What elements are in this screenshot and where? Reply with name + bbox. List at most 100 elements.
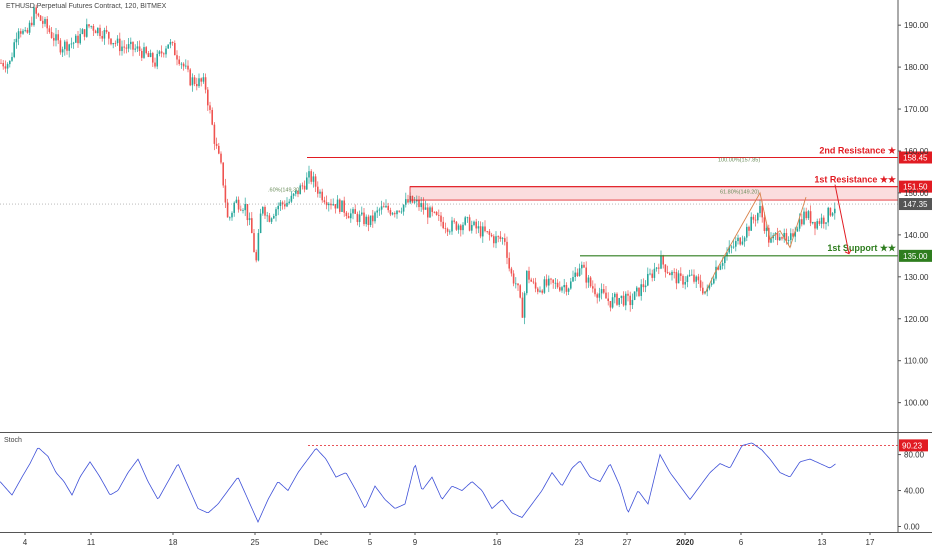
candle-body [596, 294, 598, 298]
candle-body [160, 51, 163, 54]
candle-body [44, 19, 46, 24]
level-price-label: 158.45 [903, 153, 928, 162]
candle-body [574, 272, 576, 277]
candle-body [264, 206, 266, 216]
candle-body [550, 278, 552, 280]
candle-body [136, 46, 139, 49]
candle-body [273, 215, 275, 219]
time-tick-label: 2020 [676, 538, 694, 547]
candle-body [776, 233, 779, 241]
candle-body [726, 252, 728, 256]
candle-body [746, 226, 748, 238]
candle-body [490, 234, 493, 237]
candle-body [578, 268, 581, 277]
candle-body [435, 211, 438, 215]
candle-body [374, 212, 376, 222]
candle-body [413, 201, 416, 203]
candle-body [13, 42, 15, 58]
price-tick-label: 180.00 [904, 63, 929, 72]
candle-body [383, 206, 385, 208]
candle-body [475, 221, 477, 229]
candle-body [310, 171, 312, 182]
chart-title: ETHUSD Perpetual Futures Contract, 120, … [6, 3, 167, 10]
level-name: 1st Resistance ★★ [814, 175, 897, 185]
candle-body [730, 246, 733, 248]
candle-body [295, 190, 297, 194]
candle-body [189, 69, 191, 86]
candle-body [411, 195, 414, 203]
candle-body [389, 210, 392, 215]
candle-body [600, 289, 603, 294]
candle-body [422, 203, 425, 210]
candle-body [116, 38, 119, 44]
candle-body [462, 224, 464, 231]
candle-body [380, 206, 383, 210]
candle-body [141, 50, 143, 58]
candle-body [620, 295, 623, 298]
candle-body [796, 228, 799, 232]
candle-body [530, 279, 532, 282]
candle-body [330, 203, 332, 206]
candle-body [812, 221, 814, 224]
candle-body [231, 212, 233, 218]
candle-body [213, 124, 216, 144]
candle-body [53, 37, 55, 41]
candle-body [354, 209, 356, 214]
candle-body [693, 274, 695, 282]
candle-body [402, 204, 405, 212]
candle-body [532, 281, 535, 283]
candle-body [691, 274, 693, 276]
candle-body [312, 176, 315, 182]
candle-body [831, 213, 834, 216]
candle-body [506, 241, 508, 258]
candle-body [70, 43, 73, 45]
candle-body [244, 204, 246, 211]
candle-body [743, 237, 746, 242]
candle-body [130, 41, 132, 45]
price-tick-label: 100.00 [904, 399, 929, 408]
candle-body [552, 279, 554, 283]
candle-body [589, 277, 592, 287]
candle-body [218, 145, 220, 154]
candle-body [508, 257, 510, 269]
candle-body [548, 278, 550, 286]
candle-body [88, 24, 90, 27]
candle-body [741, 241, 744, 245]
candle-body [702, 287, 704, 294]
candle-body [715, 266, 717, 279]
candle-body [446, 228, 449, 232]
candle-body [33, 7, 35, 26]
projection-arrowhead [844, 249, 852, 255]
candle-body [429, 207, 431, 218]
candle-body [306, 177, 308, 190]
candle-body [363, 212, 365, 225]
candle-body [286, 202, 288, 207]
candle-body [17, 31, 20, 39]
candle-body [735, 241, 737, 247]
candle-body [526, 270, 528, 294]
candle-body [570, 281, 572, 289]
candle-body [471, 225, 473, 231]
candle-body [242, 210, 244, 212]
candle-body [233, 202, 235, 213]
candle-body [361, 212, 363, 215]
candle-body [72, 42, 75, 44]
candle-body [28, 22, 31, 33]
candle-body [108, 31, 110, 39]
candle-body [149, 53, 152, 58]
candle-body [779, 237, 781, 241]
candle-body [319, 191, 321, 194]
candle-body [211, 109, 213, 125]
candle-body [350, 213, 352, 219]
candle-body [325, 202, 328, 206]
candle-body [57, 34, 59, 41]
candle-body [713, 278, 715, 284]
candle-body [332, 204, 334, 206]
candle-body [512, 273, 515, 284]
candle-body [0, 62, 2, 64]
candle-body [642, 284, 645, 288]
candle-body [708, 284, 711, 289]
candle-body [171, 42, 174, 44]
time-tick-label: 23 [575, 538, 584, 547]
candle-body [477, 226, 480, 229]
